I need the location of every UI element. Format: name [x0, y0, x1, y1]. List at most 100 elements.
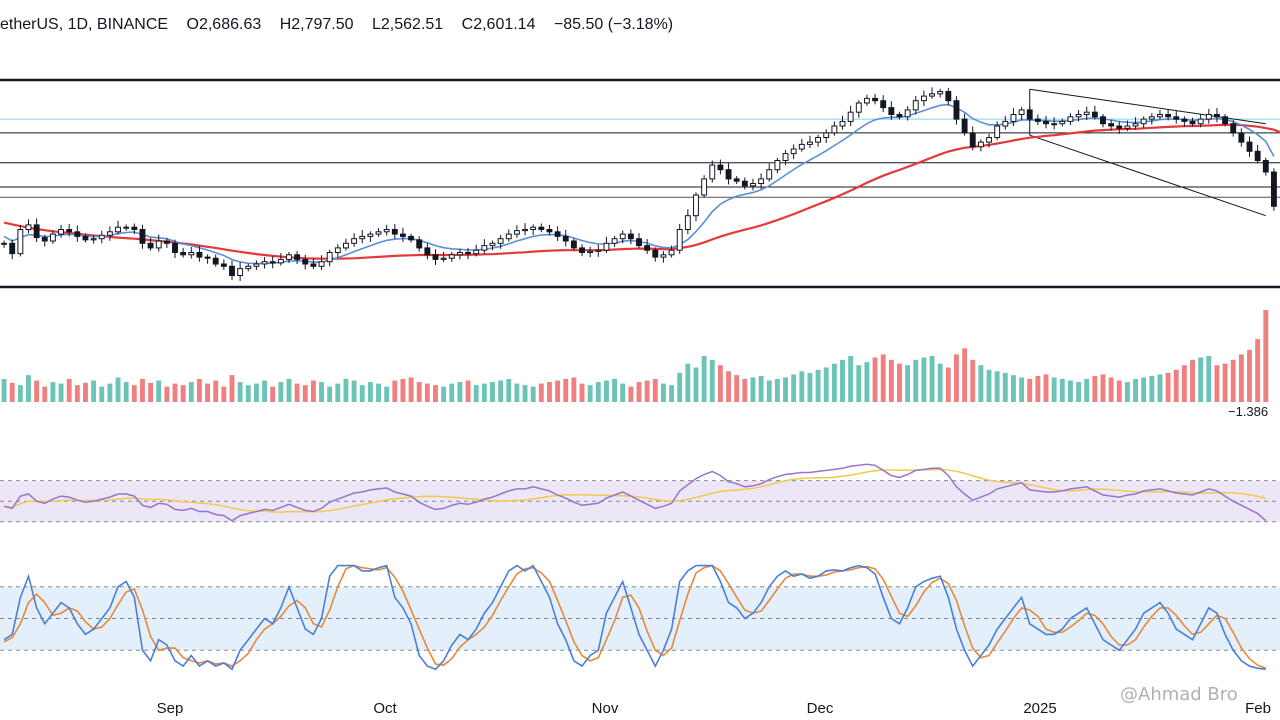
- volume-bar: [400, 379, 406, 402]
- volume-bar: [994, 371, 1000, 402]
- candle-body: [546, 229, 553, 233]
- candle-body: [245, 265, 252, 270]
- candle-body: [807, 141, 813, 145]
- candle-body: [888, 107, 895, 115]
- volume-bar: [481, 383, 487, 402]
- candle-body: [9, 242, 16, 255]
- candle-body: [1034, 118, 1041, 122]
- candle-body: [986, 137, 992, 143]
- candle-body: [123, 226, 130, 229]
- candle-body: [1238, 132, 1245, 143]
- volume-bar: [791, 374, 797, 402]
- rsi-panel: [3, 463, 1267, 522]
- candle-body: [448, 254, 455, 259]
- volume-bar: [628, 386, 634, 402]
- candle-body: [1157, 114, 1163, 118]
- candle-body: [440, 257, 447, 260]
- volume-bar: [840, 359, 845, 402]
- candle-body: [1173, 116, 1180, 120]
- candle-body: [839, 120, 846, 127]
- volume-bar: [1222, 363, 1228, 402]
- candle-body: [554, 231, 561, 237]
- x-tick-label: Nov: [592, 700, 619, 717]
- volume-bar: [1059, 379, 1065, 402]
- candle-body: [1132, 123, 1139, 127]
- candle-body: [196, 252, 203, 258]
- volume-bar: [1035, 375, 1041, 402]
- price-panel: [1, 87, 1277, 282]
- x-tick-label: 2025: [1023, 700, 1056, 717]
- volume-bar: [148, 382, 154, 402]
- candle-body: [587, 250, 594, 254]
- volume-bar: [1, 379, 7, 402]
- volume-bar: [188, 382, 194, 402]
- volume-bar: [180, 385, 186, 402]
- volume-bar: [766, 380, 772, 402]
- volume-bar: [34, 380, 40, 402]
- watermark-text: @Ahmad Bro: [1120, 684, 1238, 705]
- candle-body: [131, 226, 138, 230]
- candle-body: [570, 240, 577, 249]
- volume-bar: [1108, 377, 1114, 402]
- candle-body: [562, 235, 569, 242]
- candle-body: [1262, 160, 1269, 173]
- candle-body: [815, 137, 822, 143]
- candle-body: [1091, 111, 1098, 118]
- volume-bar: [783, 377, 788, 402]
- candle-body: [945, 91, 952, 102]
- volume-bar: [522, 385, 528, 402]
- volume-bar: [1157, 374, 1163, 402]
- volume-bar: [107, 383, 113, 402]
- volume-bar: [465, 380, 471, 402]
- candle-body: [302, 258, 309, 265]
- rsi-line: [3, 463, 1267, 522]
- volume-bar: [376, 383, 381, 402]
- x-tick-label: Dec: [807, 700, 834, 717]
- candle-body: [1, 242, 8, 245]
- volume-bar: [42, 386, 48, 402]
- volume-bar: [302, 385, 308, 402]
- candle-body: [1108, 123, 1115, 127]
- candle-body: [1246, 141, 1253, 152]
- candle-body: [522, 229, 528, 232]
- candle-body: [668, 249, 675, 256]
- candle-body: [1116, 125, 1123, 129]
- candle-body: [17, 229, 24, 255]
- candle-body: [115, 226, 121, 233]
- volume-bar: [416, 382, 422, 402]
- volume-bar: [603, 380, 609, 402]
- volume-bar: [310, 380, 316, 402]
- volume-bar: [1067, 380, 1073, 402]
- candle-body: [725, 169, 732, 180]
- volume-bar: [587, 385, 593, 402]
- volume-bar: [490, 382, 495, 402]
- candle-body: [790, 148, 797, 155]
- symbol-label[interactable]: etherUS, 1D, BINANCE: [0, 16, 169, 33]
- volume-bar: [91, 380, 97, 402]
- volume-bar: [196, 379, 202, 402]
- volume-bar: [327, 386, 333, 402]
- candle-body: [163, 240, 170, 244]
- candle-body: [237, 268, 244, 277]
- volume-bar: [1043, 374, 1049, 402]
- candle-body: [1059, 120, 1066, 125]
- volume-bar: [962, 348, 968, 402]
- candle-body: [733, 178, 740, 182]
- candle-body: [343, 242, 349, 249]
- volume-bar: [221, 386, 227, 402]
- volume-bar: [905, 365, 911, 402]
- candle-body: [603, 242, 610, 251]
- candle-body: [383, 229, 390, 233]
- volume-bar: [921, 357, 927, 402]
- change-value: −85.50 (−3.18%): [553, 16, 674, 33]
- volume-bar: [726, 371, 731, 402]
- candle-body: [375, 231, 382, 235]
- volume-bar: [929, 356, 935, 402]
- volume-bar: [1198, 357, 1204, 402]
- candle-body: [994, 125, 1001, 138]
- candle-body: [1083, 111, 1090, 115]
- volume-bar: [758, 375, 764, 402]
- candle-body: [1165, 114, 1172, 118]
- candle-body: [66, 229, 73, 233]
